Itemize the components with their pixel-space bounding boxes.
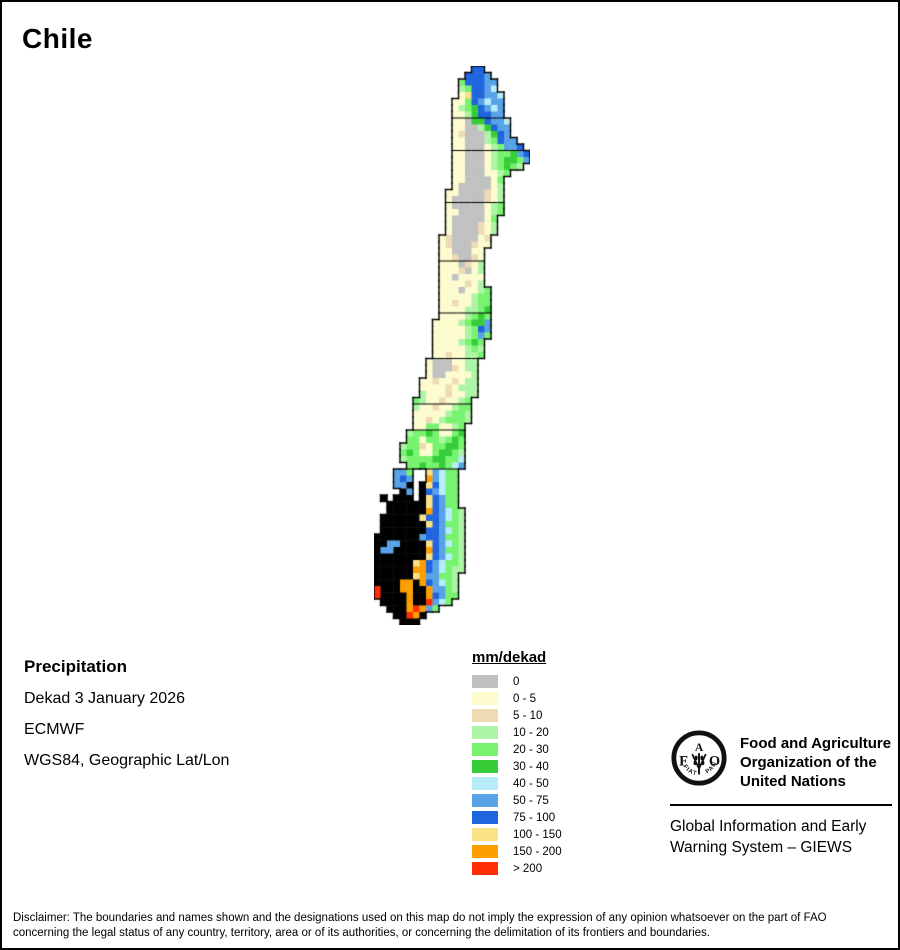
- info-heading: Precipitation: [24, 657, 127, 676]
- legend-swatch: [472, 675, 498, 688]
- legend-swatch: [472, 845, 498, 858]
- legend-item: 10 - 20: [472, 726, 562, 739]
- legend: mm/dekad 0 0 - 5 5 - 10 10 - 20 20 - 30 30 - …: [472, 649, 562, 879]
- legend-item: 50 - 75: [472, 794, 562, 807]
- legend-swatch: [472, 777, 498, 790]
- legend-item: > 200: [472, 862, 562, 875]
- legend-item: 20 - 30: [472, 743, 562, 756]
- legend-swatch: [472, 743, 498, 756]
- legend-label: 0 - 5: [513, 692, 537, 705]
- map-info-block: Precipitation Dekad 3 January 2026 ECMWF…: [24, 657, 229, 770]
- legend-item: 30 - 40: [472, 760, 562, 773]
- disclaimer-line: Disclaimer: The boundaries and names sho…: [13, 912, 827, 924]
- legend-swatch: [472, 862, 498, 875]
- legend-label: 150 - 200: [513, 845, 562, 858]
- legend-item: 75 - 100: [472, 811, 562, 824]
- legend-swatch: [472, 828, 498, 841]
- fao-logo-row: A F O FIAT PANIS Food and Agriculture Or…: [670, 729, 892, 791]
- legend-item: 0: [472, 675, 562, 688]
- legend-label: 5 - 10: [513, 709, 543, 722]
- page-title: Chile: [22, 23, 93, 54]
- giews-name: Global Information and Early Warning Sys…: [670, 816, 892, 858]
- info-source: ECMWF: [24, 721, 85, 738]
- legend-items: 0 0 - 5 5 - 10 10 - 20 20 - 30 30 - 40 40 - 50…: [472, 675, 562, 875]
- legend-item: 5 - 10: [472, 709, 562, 722]
- legend-swatch: [472, 794, 498, 807]
- svg-text:A: A: [695, 741, 704, 754]
- legend-label: 50 - 75: [513, 794, 549, 807]
- legend-swatch: [472, 709, 498, 722]
- fao-branding: A F O FIAT PANIS Food and Agriculture Or…: [670, 729, 892, 858]
- legend-label: 40 - 50: [513, 777, 549, 790]
- disclaimer-line: concerning the legal status of any count…: [13, 927, 710, 939]
- fao-name-line: Organization of the: [740, 754, 877, 771]
- giews-line: Warning System – GIEWS: [670, 839, 853, 856]
- divider-line: [670, 804, 892, 806]
- svg-text:F: F: [679, 754, 688, 770]
- legend-label: 100 - 150: [513, 828, 562, 841]
- svg-text:O: O: [709, 754, 720, 770]
- chile-precipitation-map: [374, 66, 530, 625]
- legend-item: 0 - 5: [472, 692, 562, 705]
- fao-logo-icon: A F O FIAT PANIS: [670, 729, 727, 786]
- giews-line: Global Information and Early: [670, 818, 867, 835]
- legend-title: mm/dekad: [472, 649, 547, 666]
- legend-item: 100 - 150: [472, 828, 562, 841]
- legend-label: > 200: [513, 862, 543, 875]
- info-projection: WGS84, Geographic Lat/Lon: [24, 752, 230, 769]
- legend-label: 20 - 30: [513, 743, 549, 756]
- legend-item: 40 - 50: [472, 777, 562, 790]
- legend-swatch: [472, 811, 498, 824]
- legend-item: 150 - 200: [472, 845, 562, 858]
- fao-name-line: Food and Agriculture: [740, 735, 892, 752]
- legend-label: 0: [513, 675, 520, 688]
- fao-name-line: United Nations: [740, 773, 846, 790]
- legend-swatch: [472, 726, 498, 739]
- disclaimer: Disclaimer: The boundaries and names sho…: [13, 911, 827, 941]
- fao-name: Food and Agriculture Organization of the…: [740, 734, 891, 791]
- legend-swatch: [472, 760, 498, 773]
- legend-swatch: [472, 692, 498, 705]
- legend-label: 30 - 40: [513, 760, 549, 773]
- info-dekad: Dekad 3 January 2026: [24, 690, 185, 707]
- legend-label: 10 - 20: [513, 726, 549, 739]
- legend-label: 75 - 100: [513, 811, 556, 824]
